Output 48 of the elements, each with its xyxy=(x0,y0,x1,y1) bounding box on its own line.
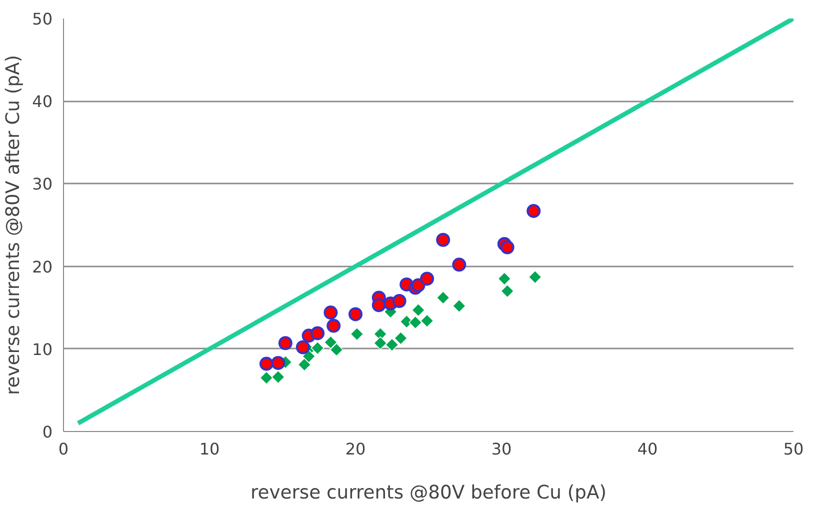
x-tick-label: 20 xyxy=(345,440,366,458)
point xyxy=(259,356,274,371)
point xyxy=(420,272,434,286)
point xyxy=(526,204,541,218)
point xyxy=(372,298,386,312)
y-tick-label: 50 xyxy=(32,10,52,28)
point xyxy=(500,240,514,254)
point xyxy=(412,303,426,317)
y-axis-title: reverse currents @80V after Cu (pA) xyxy=(3,54,24,396)
point xyxy=(260,371,274,385)
point xyxy=(500,284,514,298)
point xyxy=(310,326,325,340)
x-tick-label: 40 xyxy=(637,440,658,458)
point xyxy=(296,340,310,354)
point xyxy=(392,294,406,308)
point xyxy=(278,336,292,350)
point xyxy=(310,341,324,355)
point xyxy=(436,290,450,304)
point xyxy=(326,318,341,333)
point xyxy=(324,306,338,320)
point xyxy=(385,338,399,352)
y-tick-label: 30 xyxy=(32,174,52,194)
point xyxy=(350,327,364,341)
point xyxy=(302,350,316,364)
point xyxy=(374,336,388,350)
x-axis-title: reverse currents @80V before Cu (pA) xyxy=(250,482,607,504)
point xyxy=(348,307,362,322)
x-tick-label: 10 xyxy=(199,440,220,458)
y-tick-label: 0 xyxy=(42,422,53,442)
point xyxy=(528,270,542,284)
point xyxy=(436,232,450,247)
point xyxy=(271,356,286,370)
x-tick-label: 0 xyxy=(58,440,69,458)
point xyxy=(408,316,422,330)
point xyxy=(394,331,408,345)
x-tick-label: 30 xyxy=(491,440,512,458)
point xyxy=(452,299,466,313)
y-tick-label: 20 xyxy=(32,257,52,276)
point xyxy=(498,272,512,286)
point xyxy=(298,358,312,372)
point xyxy=(452,258,466,272)
point xyxy=(324,336,338,350)
point xyxy=(420,314,434,328)
point xyxy=(271,370,285,384)
y-tick-label: 40 xyxy=(32,92,52,112)
point xyxy=(330,342,344,356)
y-tick-label: 10 xyxy=(32,340,52,359)
x-tick-label: 50 xyxy=(783,440,804,458)
